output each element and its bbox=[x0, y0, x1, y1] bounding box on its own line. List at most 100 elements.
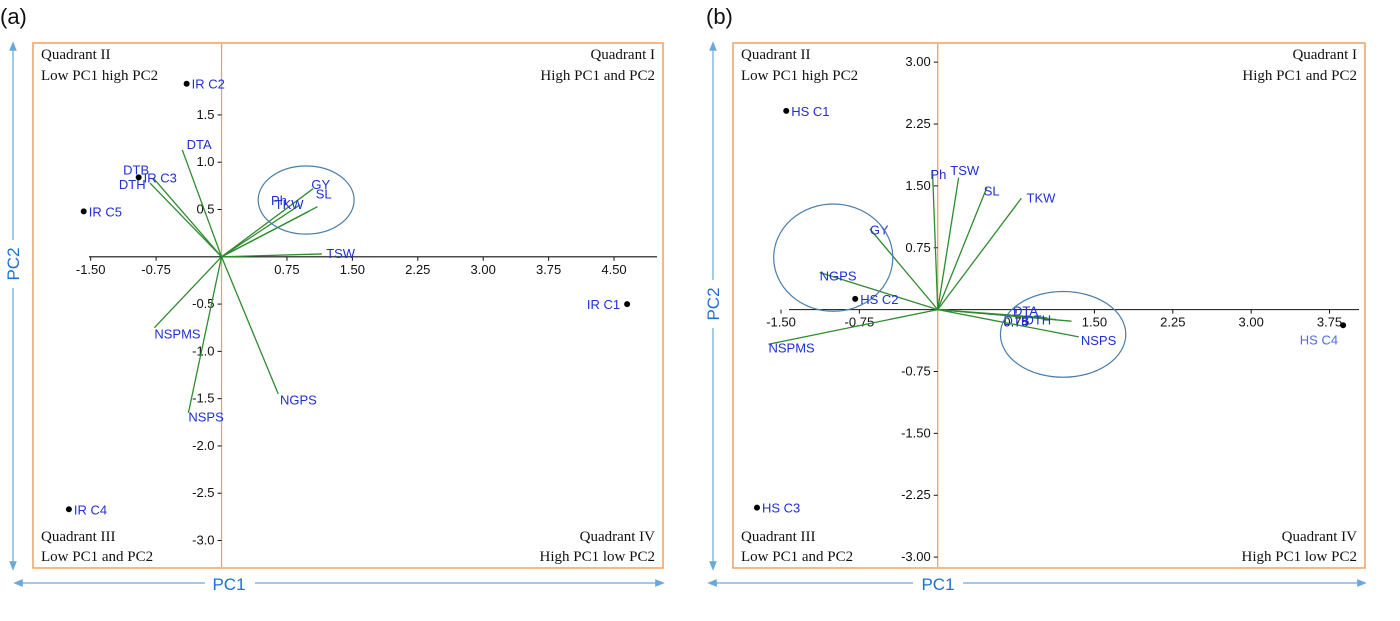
panel-b: (b) Quadrant II Low PC1 high PC2 Quadran… bbox=[702, 4, 1367, 595]
chart0-xtick-label: 2.25 bbox=[405, 262, 430, 277]
chart0-ytick-label: -0.5 bbox=[192, 296, 214, 311]
chart0-vector-dta bbox=[181, 149, 223, 258]
chart0-vector-dth bbox=[149, 182, 222, 258]
chart1-xtick-label: 3.75 bbox=[1317, 315, 1342, 330]
chart0-vector-ph bbox=[221, 204, 301, 258]
chart0-point-ir-c2 bbox=[183, 80, 190, 87]
chart0-xtick-label: -1.50 bbox=[76, 262, 106, 277]
panel-a-label: (a) bbox=[0, 4, 27, 29]
chart0-point-ir-c4 bbox=[65, 506, 72, 513]
panel-a-q2-title: Quadrant II bbox=[41, 47, 111, 63]
chart0-vector-label: DTA bbox=[187, 137, 212, 152]
chart1-xtick-label: -1.50 bbox=[766, 315, 796, 330]
chart0-ytick-label: -2.0 bbox=[192, 438, 214, 453]
chart1-xtick-label: -0.75 bbox=[845, 315, 875, 330]
chart1-ytick-label: 2.25 bbox=[905, 116, 930, 131]
chart0-xtick-label: 3.00 bbox=[471, 262, 496, 277]
chart0-ytick-label: -1.0 bbox=[192, 343, 214, 358]
panel-b-q2-desc: Low PC1 high PC2 bbox=[741, 68, 858, 84]
panel-b-q3-title: Quadrant III bbox=[741, 529, 816, 545]
chart1-vector-ph bbox=[931, 171, 939, 310]
chart1-cluster-ellipse bbox=[773, 203, 894, 312]
chart1-vector-tkw bbox=[937, 197, 1022, 311]
chart1-ytick-label: 0.75 bbox=[905, 240, 930, 255]
chart0-point-label: IR C1 bbox=[587, 297, 620, 312]
panel-b-plot: -1.50 -0.75 0.75 1.50 2.25 3.00 3.75 3.00 2.25 1.… bbox=[753, 44, 1359, 567]
chart0-vector-sl bbox=[221, 206, 318, 258]
panel-a-xlabel-bg bbox=[205, 571, 255, 595]
chart1-vector-label: GY bbox=[870, 222, 889, 237]
chart0-vector-label: SL bbox=[316, 186, 332, 201]
chart1-cluster-ellipse bbox=[999, 290, 1127, 378]
panel-a-q2-desc: Low PC1 high PC2 bbox=[41, 68, 158, 84]
chart0-vector-label: Ph bbox=[271, 193, 287, 208]
chart1-ytick-label: -0.75 bbox=[901, 363, 931, 378]
panel-a-xlabel: PC1 bbox=[212, 575, 245, 594]
chart1-vector-label: DTH bbox=[1024, 312, 1051, 327]
panel-b-q1-title: Quadrant I bbox=[1292, 47, 1357, 63]
panel-b-ylabel-bg bbox=[702, 280, 724, 328]
chart1-vector-gy bbox=[869, 228, 939, 311]
chart1-point-label: HS C3 bbox=[762, 501, 800, 516]
chart1-vector-label: TKW bbox=[1027, 190, 1057, 205]
panel-b-xlabel-bg bbox=[913, 571, 963, 595]
chart0-vector-label: NSPMS bbox=[154, 326, 201, 341]
panel-b-ylabel: PC2 bbox=[704, 287, 723, 320]
panel-a-q1-title: Quadrant I bbox=[590, 47, 655, 63]
chart1-vector-label: Ph bbox=[930, 167, 946, 182]
chart0-vector-label: GY bbox=[311, 177, 330, 192]
panel-a-q1-desc: High PC1 and PC2 bbox=[540, 68, 655, 84]
chart0-vector-ngps bbox=[220, 256, 279, 395]
chart1-vector-nspms bbox=[768, 308, 938, 345]
chart0-ytick-label: -1.5 bbox=[192, 391, 214, 406]
chart1-vector-dth bbox=[937, 308, 1072, 322]
chart0-vector-label: TKW bbox=[275, 197, 305, 212]
chart0-point-ir-c1 bbox=[624, 301, 631, 308]
chart0-ytick-label: 0.5 bbox=[196, 202, 214, 217]
chart0-ytick-label: 1.0 bbox=[196, 154, 214, 169]
chart0-vector-label: NSPS bbox=[188, 410, 224, 425]
chart0-point-label: IR C3 bbox=[144, 170, 177, 185]
chart0-xtick-label: 4.50 bbox=[601, 262, 626, 277]
chart1-ytick-label: -2.25 bbox=[901, 487, 931, 502]
panel-a-q3-title: Quadrant III bbox=[41, 529, 116, 545]
chart0-vector-nsps bbox=[187, 256, 223, 413]
chart0-vector-nspms bbox=[153, 256, 222, 329]
panel-b-q1-desc: High PC1 and PC2 bbox=[1242, 68, 1357, 84]
chart0-ytick-label: 1.5 bbox=[196, 107, 214, 122]
chart0-xtick-label: -0.75 bbox=[141, 262, 171, 277]
chart1-point-hs-c4 bbox=[1340, 322, 1347, 329]
chart1-xtick-label: 1.50 bbox=[1082, 315, 1107, 330]
chart1-vector-label: NGPS bbox=[820, 269, 857, 284]
chart1-point-hs-c2 bbox=[852, 295, 859, 302]
chart1-point-label: HS C2 bbox=[860, 292, 898, 307]
chart0-cluster-ellipse bbox=[257, 165, 355, 235]
chart0-vector-label: NGPS bbox=[280, 393, 317, 408]
chart1-point-label: HS C1 bbox=[791, 104, 829, 119]
panel-b-frame bbox=[732, 42, 1366, 569]
panel-b-q4-title: Quadrant IV bbox=[1282, 529, 1358, 545]
chart0-vector-dtb bbox=[153, 177, 223, 258]
panel-b-label: (b) bbox=[706, 4, 733, 29]
chart1-point-hs-c1 bbox=[783, 107, 790, 114]
chart0-ytick-label: -3.0 bbox=[192, 533, 214, 548]
chart1-vector-label: DTA bbox=[1013, 303, 1038, 318]
chart0-point-label: IR C5 bbox=[89, 204, 122, 219]
chart0-xtick-label: 0.75 bbox=[274, 262, 299, 277]
chart1-ytick-label: -1.50 bbox=[901, 425, 931, 440]
panel-a-ylabel: PC2 bbox=[4, 247, 23, 280]
panel-b-q2-title: Quadrant II bbox=[741, 47, 811, 63]
panel-a-plot: -1.50 -0.75 0.75 1.50 2.25 3.00 3.75 4.50 1.5 1.0… bbox=[65, 44, 657, 567]
chart1-vector-nsps bbox=[937, 308, 1079, 338]
chart1-ytick-label: -3.00 bbox=[901, 549, 931, 564]
chart0-ytick-label: -2.5 bbox=[192, 485, 214, 500]
panel-a-ylabel-bg bbox=[2, 240, 24, 288]
chart1-vector-label: NSPS bbox=[1081, 333, 1117, 348]
panel-b-q3-desc: Low PC1 and PC2 bbox=[741, 549, 853, 565]
chart1-ytick-label: 3.00 bbox=[905, 54, 930, 69]
chart0-xtick-label: 1.50 bbox=[340, 262, 365, 277]
chart0-vector-tsw bbox=[221, 253, 322, 258]
panel-b-q4-desc: High PC1 low PC2 bbox=[1242, 549, 1357, 565]
chart0-point-label: IR C2 bbox=[192, 77, 225, 92]
